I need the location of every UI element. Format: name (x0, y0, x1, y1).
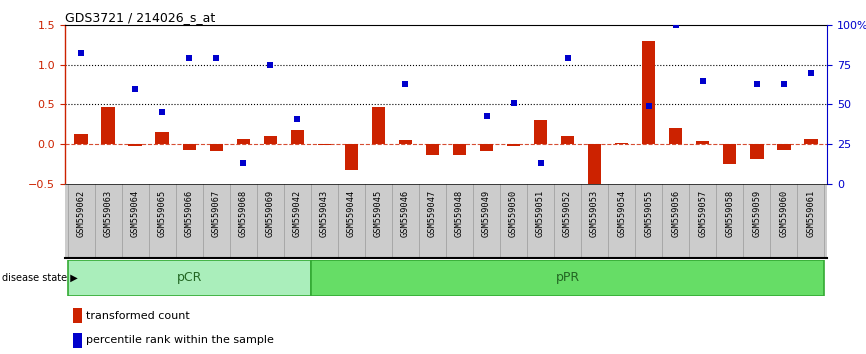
Text: GSM559043: GSM559043 (320, 190, 329, 237)
Text: pCR: pCR (177, 272, 202, 284)
Bar (73, 308, 81, 323)
Bar (236, 139, 250, 144)
Bar (588, 144, 601, 184)
Text: GSM559054: GSM559054 (617, 190, 626, 237)
Text: GSM559069: GSM559069 (266, 190, 275, 237)
Text: GSM559065: GSM559065 (158, 190, 167, 237)
Text: GSM559062: GSM559062 (77, 190, 86, 237)
Bar (696, 141, 709, 144)
Text: GSM559053: GSM559053 (590, 190, 599, 237)
Bar (156, 132, 169, 144)
Text: GSM559064: GSM559064 (131, 190, 139, 237)
Text: GSM559068: GSM559068 (239, 190, 248, 237)
Text: GSM559067: GSM559067 (212, 190, 221, 237)
Text: GSM559050: GSM559050 (509, 190, 518, 237)
FancyBboxPatch shape (311, 260, 824, 296)
Bar (480, 144, 494, 151)
Text: pPR: pPR (555, 272, 579, 284)
Bar (642, 41, 656, 144)
Bar (73, 333, 81, 348)
Bar (804, 139, 818, 144)
Text: transformed count: transformed count (87, 311, 190, 321)
Bar (210, 144, 223, 151)
Text: GSM559057: GSM559057 (698, 190, 708, 237)
Bar (398, 140, 412, 144)
FancyBboxPatch shape (68, 260, 311, 296)
Bar (777, 144, 791, 150)
Text: GSM559059: GSM559059 (753, 190, 761, 237)
Text: percentile rank within the sample: percentile rank within the sample (87, 335, 275, 345)
Bar (318, 144, 331, 145)
Bar (615, 143, 629, 144)
Text: GSM559055: GSM559055 (644, 190, 653, 237)
Text: GSM559060: GSM559060 (779, 190, 788, 237)
Text: GDS3721 / 214026_s_at: GDS3721 / 214026_s_at (65, 11, 215, 24)
Bar (561, 136, 574, 144)
Bar (74, 134, 88, 144)
Text: GSM559052: GSM559052 (563, 190, 572, 237)
Text: GSM559063: GSM559063 (104, 190, 113, 237)
Bar (263, 136, 277, 144)
Text: GSM559046: GSM559046 (401, 190, 410, 237)
Text: GSM559061: GSM559061 (806, 190, 815, 237)
Bar (426, 144, 439, 155)
Bar (345, 144, 359, 170)
Bar (750, 144, 764, 159)
Bar (372, 107, 385, 144)
Bar (183, 144, 196, 150)
Bar (507, 144, 520, 146)
Bar (533, 120, 547, 144)
Bar (101, 107, 115, 144)
Bar (128, 144, 142, 146)
Text: GSM559047: GSM559047 (428, 190, 437, 237)
Bar (723, 144, 736, 164)
Text: GSM559044: GSM559044 (347, 190, 356, 237)
Text: disease state ▶: disease state ▶ (2, 273, 77, 283)
Bar (453, 144, 466, 155)
Text: GSM559058: GSM559058 (725, 190, 734, 237)
Text: GSM559051: GSM559051 (536, 190, 545, 237)
Text: GSM559056: GSM559056 (671, 190, 680, 237)
Text: GSM559042: GSM559042 (293, 190, 302, 237)
Text: GSM559048: GSM559048 (455, 190, 464, 237)
Text: GSM559049: GSM559049 (482, 190, 491, 237)
Text: GSM559045: GSM559045 (374, 190, 383, 237)
Text: GSM559066: GSM559066 (184, 190, 194, 237)
Bar (669, 129, 682, 144)
Bar (291, 130, 304, 144)
